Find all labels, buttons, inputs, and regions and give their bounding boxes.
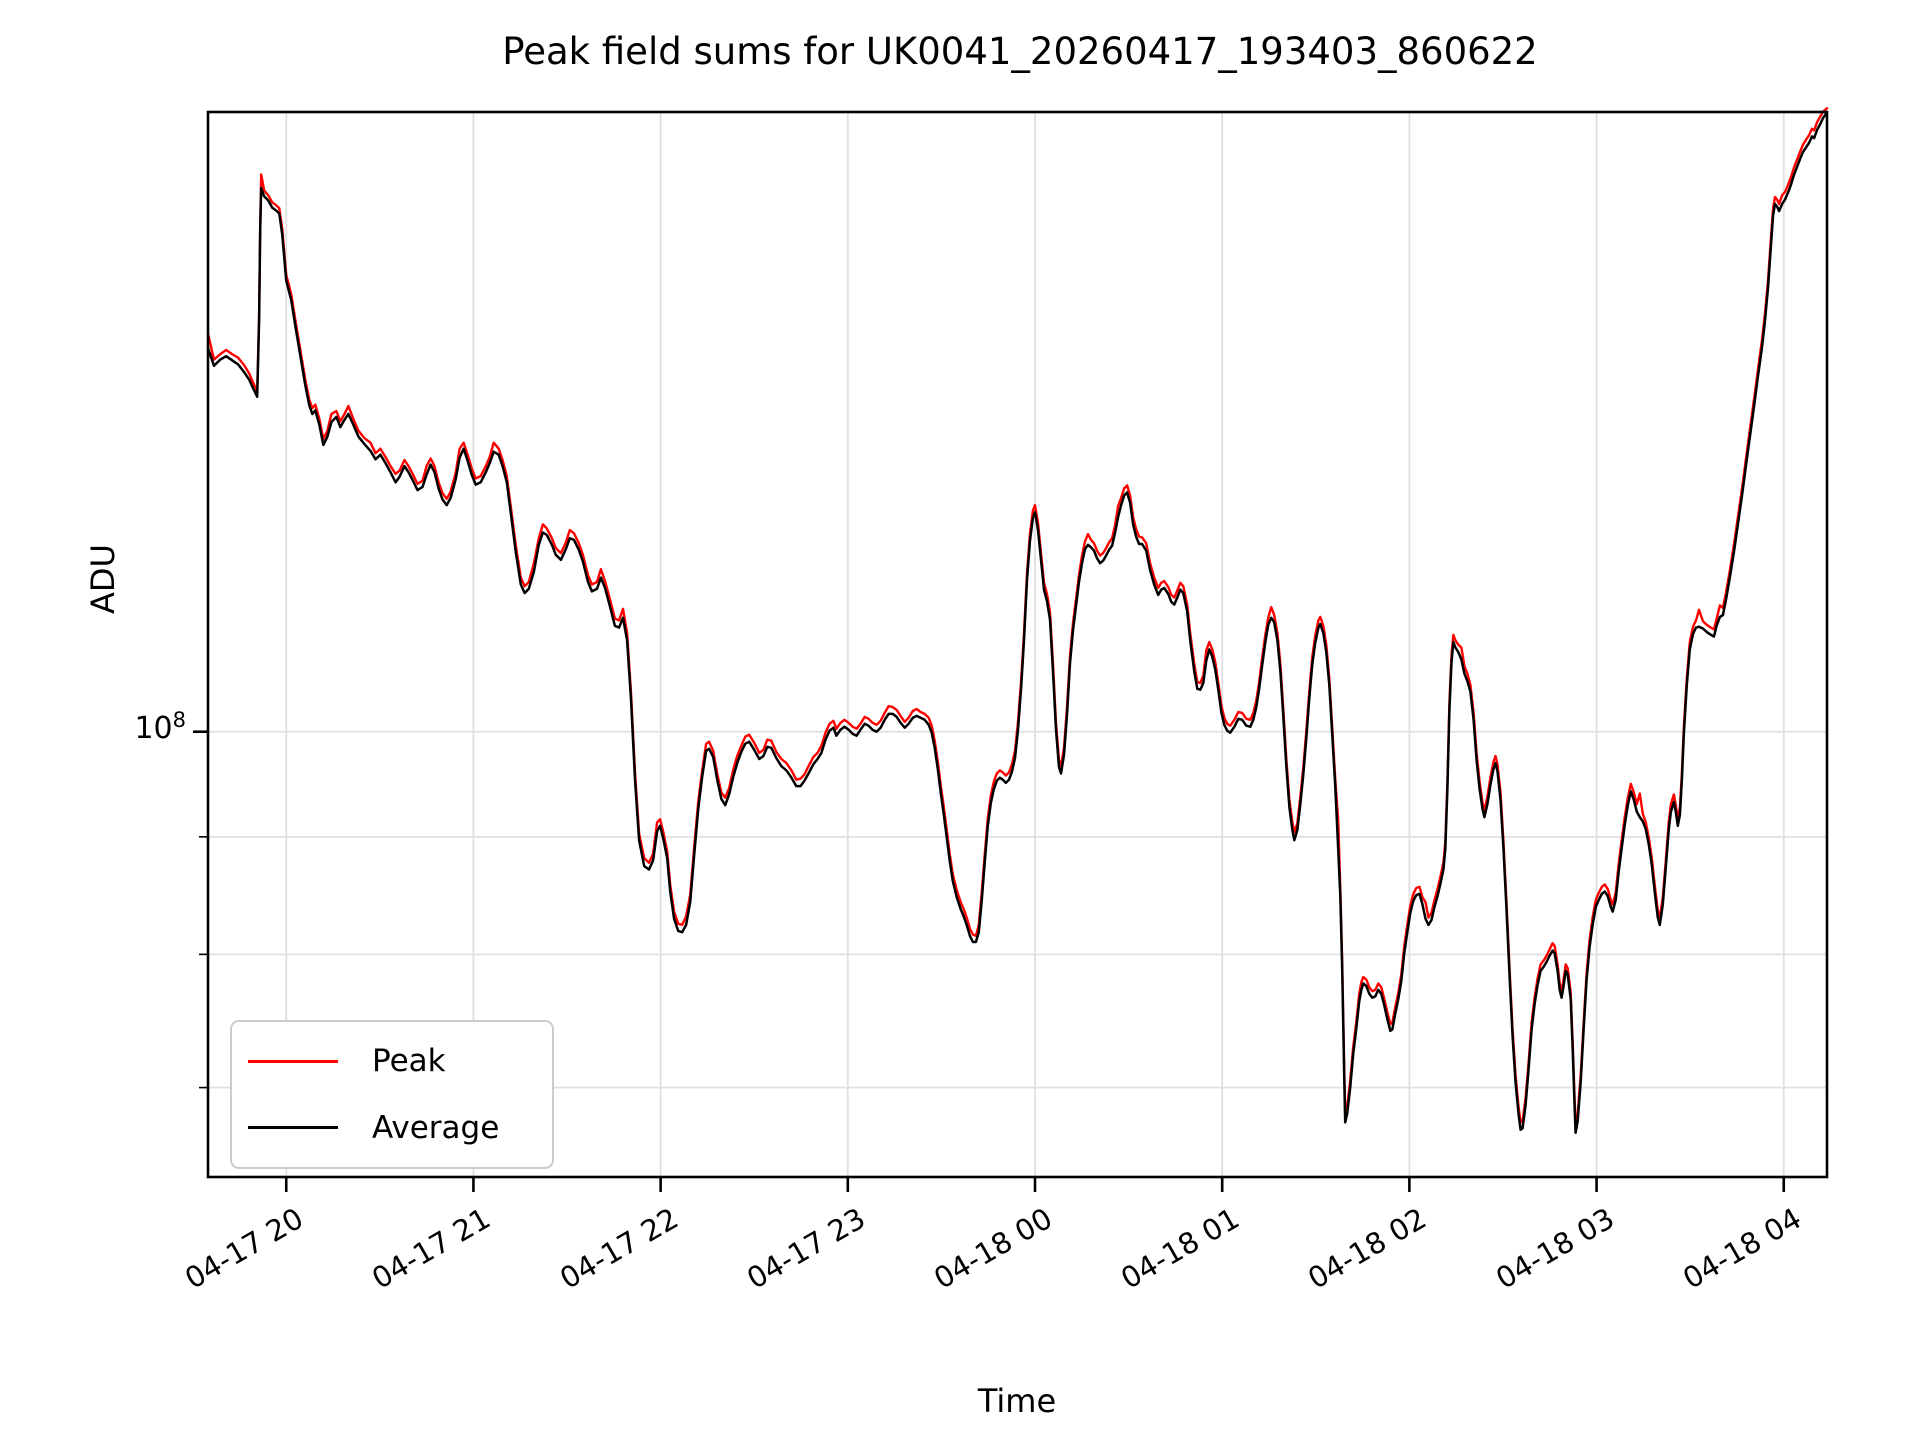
- legend: Peak Average: [230, 1020, 554, 1169]
- x-axis-label: Time: [977, 1382, 1057, 1420]
- legend-line-sample: [248, 1059, 338, 1063]
- y-tick-label-1e8: 108: [134, 707, 186, 746]
- axes-spines: [206, 110, 1829, 1179]
- peak-line: [206, 107, 1829, 1127]
- legend-label: Average: [372, 1109, 500, 1146]
- legend-label: Peak: [372, 1043, 446, 1080]
- legend-item-average: Average: [232, 1098, 552, 1158]
- average-line: [206, 111, 1829, 1135]
- legend-line-sample: [248, 1126, 338, 1130]
- legend-item-peak: Peak: [232, 1031, 552, 1091]
- chart-title: Peak field sums for UK0041_20260417_1934…: [502, 30, 1538, 73]
